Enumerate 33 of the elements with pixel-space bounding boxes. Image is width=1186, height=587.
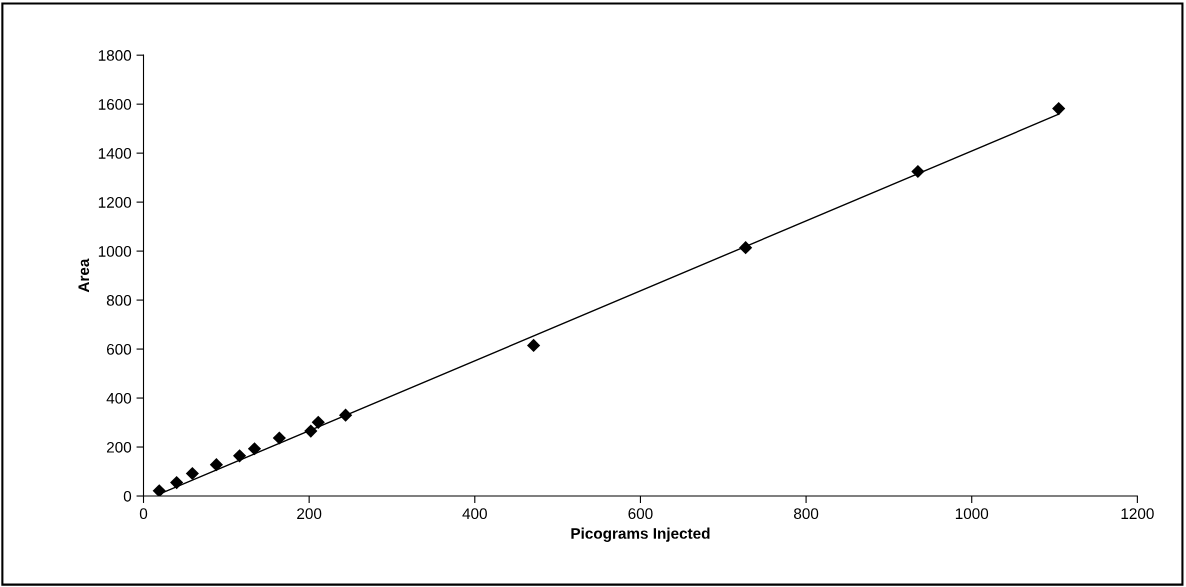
point <box>152 484 166 497</box>
point <box>209 458 223 472</box>
y-tick-label: 400 <box>106 392 132 404</box>
x-tick-label: 400 <box>462 508 487 520</box>
x-tick-label: 600 <box>628 508 653 520</box>
x-tick-label: 1200 <box>1121 508 1154 520</box>
y-tick-label: 200 <box>106 441 132 453</box>
point <box>527 338 541 352</box>
y-tick-label: 800 <box>106 294 132 306</box>
point <box>232 449 247 463</box>
y-tick-label: 1000 <box>98 245 132 257</box>
y-tick-label: 1200 <box>98 196 132 208</box>
point <box>1052 101 1066 116</box>
point <box>304 424 318 438</box>
point <box>339 408 353 422</box>
point <box>311 415 325 429</box>
point <box>185 466 199 481</box>
x-tick-label: 0 <box>139 508 148 520</box>
x-tick-label: 800 <box>794 508 819 520</box>
y-tick-label: 1600 <box>98 99 132 110</box>
y-axis-title: Area <box>78 258 90 293</box>
y-tick-label: 600 <box>106 343 132 355</box>
y-tick-label: 1400 <box>98 148 132 159</box>
point <box>739 241 753 255</box>
x-tick-label: 200 <box>297 508 322 520</box>
point <box>272 431 286 445</box>
y-tick-label: 0 <box>123 490 132 502</box>
point <box>247 442 262 456</box>
x-axis-title: Picograms Injected <box>571 527 710 542</box>
point <box>911 164 925 179</box>
y-tick-label: 1800 <box>98 50 132 61</box>
point <box>170 475 184 490</box>
x-tick-label: 1000 <box>955 508 989 520</box>
